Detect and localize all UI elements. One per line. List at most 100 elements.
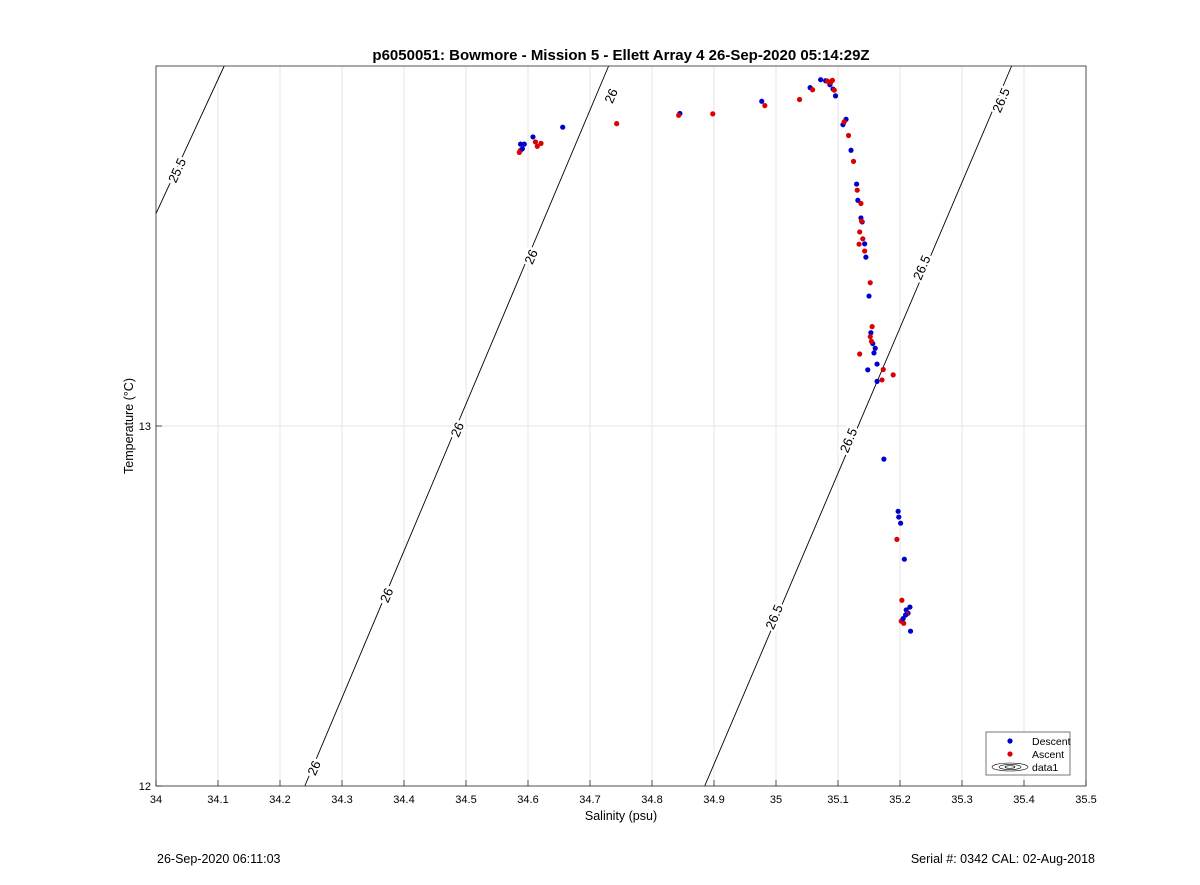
ascent-point [862, 248, 868, 254]
descent-point [874, 378, 880, 384]
descent-point [855, 197, 861, 203]
ascent-point [796, 96, 803, 103]
legend-ascent-marker [1007, 751, 1013, 757]
ascent-point [710, 111, 716, 117]
footer-serial-cal: Serial #: 0342 CAL: 02-Aug-2018 [910, 852, 1095, 866]
descent-point [521, 141, 527, 147]
descent-point [832, 93, 839, 99]
descent-point [560, 124, 566, 130]
descent-point [907, 604, 913, 610]
ascent-point [841, 119, 847, 125]
x-tick-label: 34 [150, 794, 162, 806]
ascent-point [857, 351, 863, 357]
ascent-point [538, 140, 544, 146]
ascent-point [676, 112, 682, 118]
x-tick-label: 34.5 [455, 794, 476, 806]
x-tick-label: 35.3 [951, 794, 972, 806]
descent-point [896, 514, 902, 520]
x-tick-label: 35.4 [1013, 794, 1034, 806]
contour-line [704, 65, 1013, 787]
ascent-point [858, 218, 865, 224]
ascent-point [809, 87, 816, 93]
legend-contour-icon [991, 762, 1029, 772]
x-tick-label: 35.5 [1075, 794, 1096, 806]
legend-descent-label: Descent [1032, 736, 1071, 748]
legend[interactable]: Descent Ascent data1 [985, 731, 1071, 776]
ascent-point [867, 334, 873, 340]
descent-point [865, 367, 871, 373]
ascent-point [894, 536, 900, 543]
legend-descent-marker [1007, 738, 1013, 744]
ascent-point [850, 158, 857, 164]
x-tick-label: 34.9 [703, 794, 724, 806]
ascent-point [614, 121, 620, 127]
ascent-point [532, 139, 539, 145]
ascent-point [854, 187, 860, 193]
ascent-point [867, 280, 873, 286]
y-axis-ticks: 12 13 [139, 421, 162, 793]
descent-point [854, 181, 860, 187]
descent-point [900, 616, 906, 622]
descent-point [872, 345, 878, 351]
data-points [516, 77, 914, 634]
descent-point [895, 508, 901, 514]
ascent-point [868, 338, 875, 344]
x-tick-label: 34.3 [331, 794, 352, 806]
x-tick-label: 35.2 [889, 794, 910, 806]
ascent-point [890, 372, 896, 378]
y-tick-label: 12 [139, 781, 151, 793]
x-axis-ticks: 34 34.1 34.2 34.3 34.4 34.5 34.6 34.7 34.8 34.9 35… [150, 780, 1097, 806]
descent-point [866, 293, 872, 299]
descent-point [848, 147, 854, 153]
descent-point [871, 350, 877, 356]
x-tick-label: 34.6 [517, 794, 538, 806]
grid-lines [155, 66, 1087, 787]
x-axis-label: Salinity (psu) [585, 809, 657, 823]
contour-line [155, 65, 225, 214]
descent-point [517, 141, 524, 147]
descent-point [881, 456, 887, 462]
descent-point [759, 98, 765, 104]
x-tick-label: 34.7 [579, 794, 600, 806]
ascent-point [858, 200, 864, 207]
y-axis-label: Temperature (°C) [122, 378, 136, 474]
descent-point [874, 361, 880, 367]
descent-point [868, 330, 874, 336]
ascent-point [829, 77, 836, 83]
descent-point [898, 520, 904, 526]
descent-point [519, 146, 526, 152]
ascent-point [762, 103, 768, 109]
ascent-point [880, 366, 886, 373]
footer-timestamp: 26-Sep-2020 06:11:03 [157, 852, 281, 866]
x-tick-label: 34.4 [393, 794, 414, 806]
descent-point [863, 254, 869, 260]
descent-point [818, 77, 824, 83]
descent-point [907, 628, 914, 634]
ascent-point [857, 229, 863, 235]
legend-data1-label: data1 [1032, 762, 1058, 774]
descent-point [901, 556, 907, 562]
x-tick-label: 34.2 [269, 794, 290, 806]
ascent-point [845, 132, 852, 139]
descent-point [862, 241, 868, 247]
ascent-point [516, 149, 522, 155]
ascent-point [534, 143, 540, 149]
chart-title: p6050051: Bowmore - Mission 5 - Ellett A… [372, 47, 869, 64]
ascent-point [856, 241, 862, 247]
x-tick-label: 35.1 [827, 794, 848, 806]
ascent-point [899, 597, 905, 603]
contour-line [304, 65, 610, 787]
x-tick-label: 35 [770, 794, 782, 806]
legend-ascent-label: Ascent [1032, 749, 1064, 761]
ascent-point [901, 620, 907, 626]
y-tick-label: 13 [139, 421, 151, 433]
ascent-point [831, 87, 837, 93]
ascent-point [869, 324, 875, 330]
ascent-point [879, 377, 885, 383]
x-tick-label: 34.1 [207, 794, 228, 806]
ascent-point [860, 236, 866, 242]
x-tick-label: 34.8 [641, 794, 662, 806]
descent-point [530, 134, 536, 140]
